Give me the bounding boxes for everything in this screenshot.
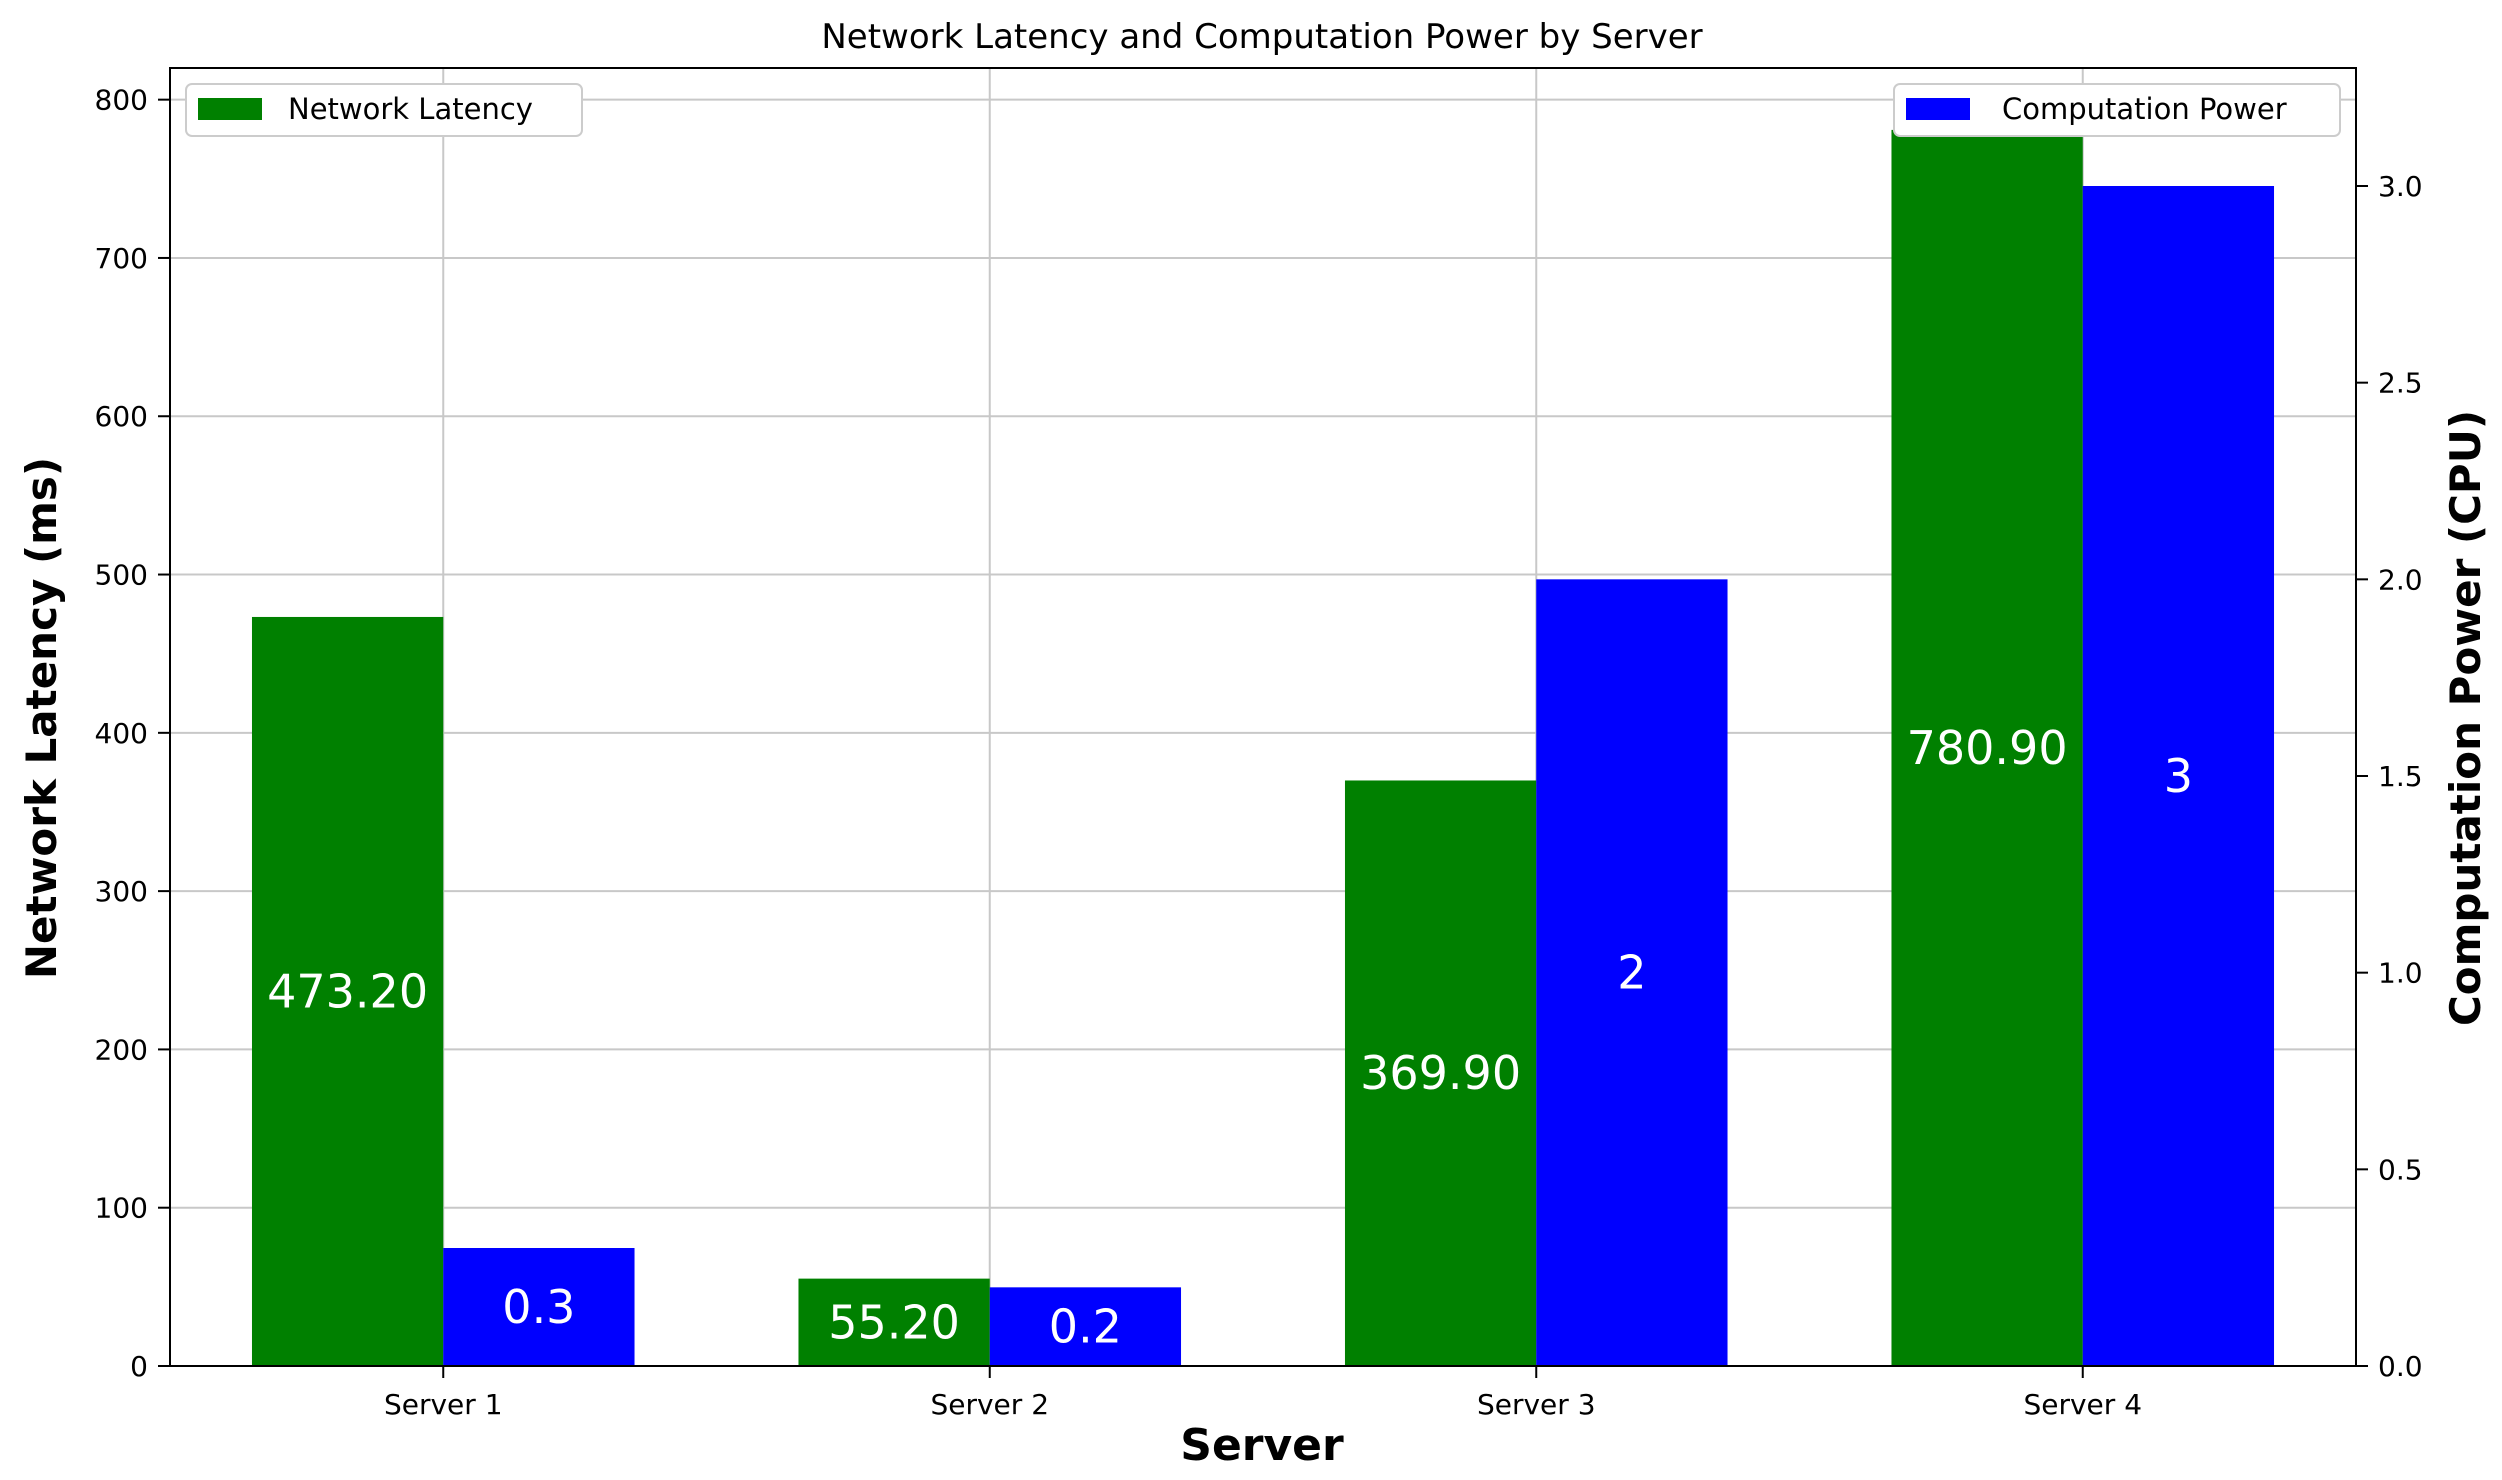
- right-tick-label: 1.5: [2378, 760, 2423, 793]
- bar-computation-power: [989, 1287, 1182, 1366]
- x-tick-label: Server 1: [384, 1388, 503, 1421]
- bar-computation-power: [1536, 579, 1728, 1366]
- legend-computation-power: Computation Power: [1893, 83, 2341, 137]
- left-tick-label: 800: [95, 84, 148, 117]
- data-labels: 473.20 0.3 55.20 0.2 369.90 2 780.90 3: [267, 721, 2193, 1354]
- right-tick-label: 0.0: [2378, 1350, 2423, 1383]
- left-tick-label: 700: [95, 242, 148, 275]
- left-tick-label: 0: [130, 1350, 148, 1383]
- right-tick-label: 2.5: [2378, 367, 2423, 400]
- left-tick-label: 300: [95, 875, 148, 908]
- data-label-computation-power: 3: [2164, 749, 2193, 803]
- bar-network-latency: [798, 1278, 990, 1366]
- bars: [251, 129, 2275, 1366]
- data-label-computation-power: 0.2: [1049, 1300, 1122, 1354]
- plot-frame: [169, 67, 2357, 1367]
- legend-swatch-network-latency: [198, 98, 262, 120]
- left-tick-label: 400: [95, 717, 148, 750]
- data-label-computation-power: 2: [1617, 946, 1646, 1000]
- bar-computation-power: [443, 1248, 635, 1366]
- bar-computation-power: [2082, 186, 2275, 1366]
- y-axis-label-right: Computation Power (CPU): [2441, 410, 2490, 1026]
- legend-label-network-latency: Network Latency: [288, 92, 533, 126]
- data-label-network-latency: 369.90: [1360, 1046, 1521, 1100]
- legend-label-computation-power: Computation Power: [2002, 92, 2287, 126]
- left-tick-label: 500: [95, 559, 148, 592]
- right-tick-label: 2.0: [2378, 563, 2423, 596]
- left-tick-label: 100: [95, 1192, 148, 1225]
- bar-network-latency: [1891, 129, 2083, 1366]
- right-tick-label: 3.0: [2378, 170, 2423, 203]
- right-tick-label: 0.5: [2378, 1153, 2423, 1186]
- right-tick-label: 1.0: [2378, 957, 2423, 990]
- left-tick-label: 200: [95, 1033, 148, 1066]
- y-axis-label-left: Network Latency (ms): [17, 457, 66, 979]
- chart-title: Network Latency and Computation Power by…: [821, 17, 1702, 57]
- x-axis-ticks: Server 1 Server 2 Server 3 Server 4: [384, 1366, 2142, 1421]
- x-tick-label: Server 3: [1477, 1388, 1596, 1421]
- x-axis-label: Server: [1180, 1420, 1344, 1471]
- data-label-computation-power: 0.3: [502, 1280, 575, 1334]
- x-tick-label: Server 4: [2023, 1388, 2142, 1421]
- x-tick-label: Server 2: [930, 1388, 1049, 1421]
- left-axis-ticks: 0 100 200 300 400 500 600 700 800: [95, 84, 170, 1383]
- data-label-network-latency: 55.20: [828, 1295, 960, 1349]
- legend-network-latency: Network Latency: [185, 83, 583, 137]
- data-label-network-latency: 780.90: [1907, 721, 2068, 775]
- right-axis-ticks: 0.0 0.5 1.0 1.5 2.0 2.5 3.0: [2356, 170, 2423, 1383]
- bar-network-latency: [1344, 780, 1537, 1366]
- data-label-network-latency: 473.20: [267, 964, 428, 1018]
- bar-network-latency: [251, 616, 444, 1366]
- legend-swatch-computation-power: [1906, 98, 1970, 120]
- left-tick-label: 600: [95, 400, 148, 433]
